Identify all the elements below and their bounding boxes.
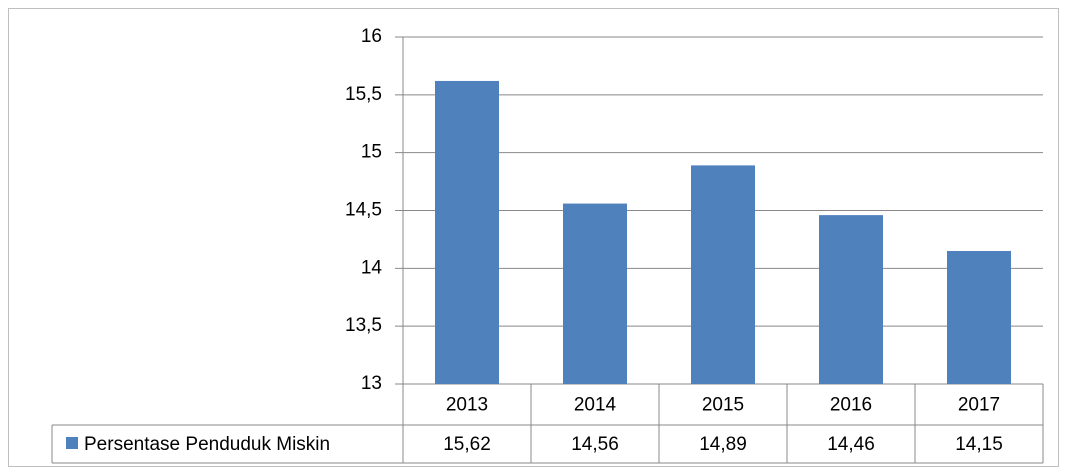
data-label: 15,62 <box>443 434 491 455</box>
y-tick-label: 13 <box>361 373 382 394</box>
x-tick-label: 2014 <box>574 395 617 416</box>
y-tick-label: 13,5 <box>345 315 382 336</box>
data-label: 14,15 <box>955 434 1003 455</box>
legend-swatch <box>66 437 78 449</box>
x-tick-label: 2015 <box>702 395 744 416</box>
x-tick-label: 2017 <box>958 395 1000 416</box>
bar <box>947 250 1011 384</box>
bar <box>691 165 755 384</box>
bar <box>435 80 499 384</box>
y-tick-label: 16 <box>361 26 382 47</box>
y-tick-label: 15 <box>361 142 382 163</box>
x-tick-label: 2013 <box>446 395 488 416</box>
y-tick-label: 15,5 <box>345 84 382 105</box>
x-tick-label: 2016 <box>830 395 872 416</box>
data-label: 14,89 <box>699 434 747 455</box>
legend-label: Persentase Penduduk Miskin <box>84 434 330 455</box>
y-tick-label: 14 <box>361 257 383 278</box>
y-tick-label: 14,5 <box>345 200 382 221</box>
bar <box>819 215 883 384</box>
data-label: 14,56 <box>571 434 619 455</box>
data-label: 14,46 <box>827 434 875 455</box>
bar <box>563 203 627 384</box>
chart-border <box>8 8 1059 467</box>
